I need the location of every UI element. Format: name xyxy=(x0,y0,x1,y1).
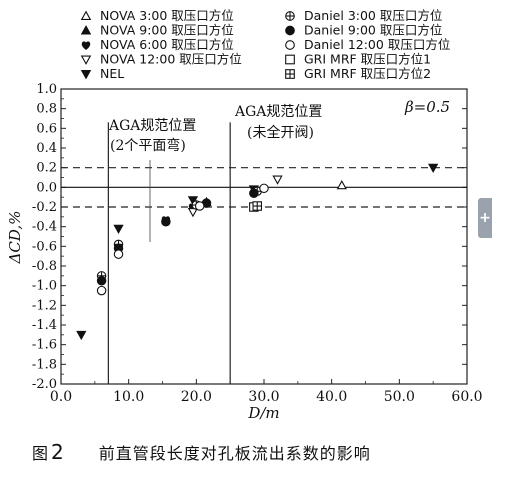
annotation-aga-2-note: (未全开阀) xyxy=(247,124,314,141)
data-point-s7-p2-shape xyxy=(194,201,205,211)
legend-label-0: NOVA 3:00 取压口方位 xyxy=(100,8,234,23)
y-tick-label: 0.2 xyxy=(36,161,57,176)
data-point-s7-p2 xyxy=(194,201,205,211)
annotation-aga-1-note: (2个平面弯) xyxy=(110,137,186,154)
legend-label-3: NOVA 12:00 取压口方位 xyxy=(100,52,242,67)
data-point-s7-p0-shape xyxy=(96,285,107,296)
x-tick-label: 30.0 xyxy=(248,389,279,405)
legend-label-8: GRI MRF 取压口方位1 xyxy=(304,52,431,67)
data-point-s6-p4 xyxy=(249,188,259,198)
legend-marker-8-shape xyxy=(285,54,295,65)
data-point-s0-p0-shape xyxy=(336,180,347,190)
legend-marker-9 xyxy=(285,69,295,79)
legend-label-5: Daniel 3:00 取压口方位 xyxy=(304,8,442,23)
y-tick-label: 0.6 xyxy=(36,121,57,136)
legend-marker-4 xyxy=(80,70,92,80)
x-tick-label: 60.0 xyxy=(451,389,482,405)
data-point-s3-p1 xyxy=(272,175,283,185)
y-tick-label: -0.2 xyxy=(32,200,57,215)
y-tick-label: 0.8 xyxy=(36,102,57,117)
caption-number: 2 xyxy=(51,440,65,464)
annotation-beta: β=0.5 xyxy=(404,98,450,116)
y-tick-label: 0.0 xyxy=(36,180,57,195)
legend-marker-7 xyxy=(285,40,295,50)
data-point-s3-p1-shape xyxy=(272,175,283,185)
legend-marker-8 xyxy=(285,54,295,65)
y-tick-label: -1.8 xyxy=(32,357,57,372)
x-tick-label: 20.0 xyxy=(181,389,212,405)
legend-marker-0 xyxy=(80,10,92,20)
y-tick-label: 0.4 xyxy=(36,141,57,156)
x-tick-label: 50.0 xyxy=(384,389,415,405)
legend-marker-2-shape xyxy=(81,41,91,50)
data-point-s6-p4-shape xyxy=(249,188,259,198)
data-point-s7-p3 xyxy=(259,183,269,194)
data-point-s6-p0-shape xyxy=(96,276,107,286)
data-point-s9-p0 xyxy=(252,201,262,211)
annotation-aga-1: AGA规范位置 xyxy=(108,117,196,134)
caption-text: 前直管段长度对孔板流出系数的影响 xyxy=(98,444,371,463)
x-tick-label: 0.0 xyxy=(50,389,72,405)
legend-marker-7-shape xyxy=(285,40,295,50)
legend-label-4: NEL xyxy=(100,66,124,81)
legend-marker-6-shape xyxy=(285,25,295,36)
legend-marker-1 xyxy=(80,25,92,35)
data-point-s6-p0 xyxy=(96,276,107,286)
legend-label-7: Daniel 12:00 取压口方位 xyxy=(304,37,450,52)
legend-label-2: NOVA 6:00 取压口方位 xyxy=(100,37,234,52)
legend-label-1: NOVA 9:00 取压口方位 xyxy=(100,23,234,38)
legend-label-6: Daniel 9:00 取压口方位 xyxy=(304,23,442,38)
legend-label-9: GRI MRF 取压口方位2 xyxy=(304,66,431,81)
y-tick-label: -0.8 xyxy=(32,259,57,274)
y-tick-label: -2.0 xyxy=(32,377,57,392)
data-point-s4-p4 xyxy=(428,163,439,173)
x-tick-label: 40.0 xyxy=(316,389,347,405)
data-point-s7-p1 xyxy=(113,249,124,259)
caption-prefix: 图 xyxy=(32,444,50,463)
legend-marker-3-shape xyxy=(80,55,92,65)
figure-caption: 图 2 前直管段长度对孔板流出系数的影响 xyxy=(32,440,371,464)
data-point-s4-p0-shape xyxy=(76,330,87,341)
y-axis-label: ΔCD,% xyxy=(6,211,24,265)
y-tick-label: -1.4 xyxy=(32,318,57,333)
expand-tab-plus-icon[interactable]: + xyxy=(478,198,492,238)
data-point-s4-p0 xyxy=(76,330,87,341)
data-point-s0-p0 xyxy=(336,180,347,190)
legend-marker-2 xyxy=(81,41,91,50)
legend-marker-6 xyxy=(285,25,295,36)
data-point-s7-p0 xyxy=(96,285,107,296)
data-point-s4-p1 xyxy=(113,224,124,234)
legend-marker-3 xyxy=(80,55,92,65)
legend-marker-5 xyxy=(285,11,295,21)
x-axis-label: D/m xyxy=(247,404,279,422)
y-tick-label: -0.6 xyxy=(32,239,57,254)
legend-marker-4-shape xyxy=(80,70,92,80)
legend-marker-1-shape xyxy=(80,25,92,35)
legend-marker-0-shape xyxy=(80,10,92,20)
data-point-s4-p4-shape xyxy=(428,163,439,173)
y-tick-label: -0.4 xyxy=(32,220,57,235)
data-point-s6-p2-shape xyxy=(161,217,171,227)
data-point-s7-p3-shape xyxy=(259,183,269,194)
annotation-aga-2: AGA规范位置 xyxy=(234,103,322,120)
data-point-s6-p2 xyxy=(161,217,171,227)
data-point-s7-p1-shape xyxy=(113,249,124,259)
x-tick-label: 10.0 xyxy=(113,389,144,405)
y-tick-label: -1.0 xyxy=(32,279,57,294)
y-tick-label: 1.0 xyxy=(36,82,57,97)
y-tick-label: -1.2 xyxy=(32,298,57,313)
data-point-s4-p1-shape xyxy=(113,224,124,234)
data-point-s3-p0 xyxy=(187,208,199,218)
y-tick-label: -1.6 xyxy=(32,338,57,353)
data-point-s3-p0-shape xyxy=(187,208,199,218)
